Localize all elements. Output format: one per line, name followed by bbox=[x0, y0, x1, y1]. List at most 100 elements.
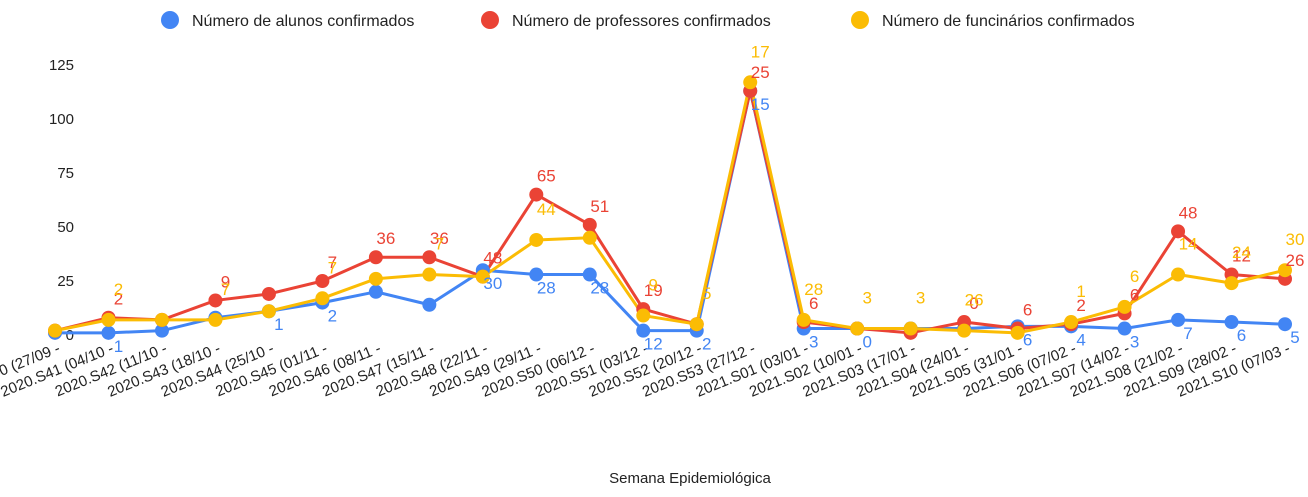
data-label: 0 bbox=[862, 333, 871, 352]
data-label: 30 bbox=[483, 274, 502, 293]
legend-marker bbox=[481, 11, 499, 29]
data-label: 17 bbox=[751, 42, 770, 61]
data-label: 5 bbox=[702, 284, 711, 303]
point bbox=[1010, 325, 1025, 340]
data-label: 48 bbox=[483, 249, 502, 268]
point bbox=[1171, 267, 1186, 282]
data-label: 6 bbox=[1130, 267, 1139, 286]
data-label: 26 bbox=[1286, 251, 1305, 270]
point bbox=[743, 75, 758, 90]
point bbox=[101, 325, 116, 340]
legend-label: Número de alunos confirmados bbox=[192, 13, 414, 30]
data-label: 6 bbox=[1237, 326, 1246, 345]
point bbox=[208, 312, 223, 327]
point bbox=[1171, 312, 1186, 327]
data-label: 28 bbox=[590, 279, 609, 298]
point bbox=[1224, 315, 1239, 330]
point bbox=[850, 321, 865, 336]
point bbox=[582, 217, 597, 232]
point bbox=[796, 312, 811, 327]
x-axis-title: Semana Epidemiológica bbox=[609, 470, 771, 487]
data-label: 44 bbox=[537, 200, 556, 219]
data-label: 6 bbox=[1130, 285, 1139, 304]
series-line bbox=[54, 80, 1286, 335]
y-tick-label: 50 bbox=[57, 219, 74, 236]
point bbox=[529, 232, 544, 247]
y-tick-label: 25 bbox=[57, 273, 74, 290]
data-label: 6 bbox=[1023, 330, 1032, 349]
point bbox=[529, 267, 544, 282]
data-label: 26 bbox=[965, 291, 984, 310]
legend-label: Número de professores confirmados bbox=[512, 13, 771, 30]
y-tick-label: 0 bbox=[66, 327, 74, 344]
point bbox=[368, 250, 383, 265]
data-label: 7 bbox=[221, 280, 230, 299]
data-label: 48 bbox=[1179, 203, 1198, 222]
data-label: 0 bbox=[969, 294, 978, 313]
data-label: 30 bbox=[1286, 230, 1305, 249]
data-label: 1 bbox=[274, 315, 283, 334]
point bbox=[1171, 224, 1186, 239]
data-label: 7 bbox=[1183, 324, 1192, 343]
data-label: 6 bbox=[809, 294, 818, 313]
point bbox=[154, 312, 169, 327]
point bbox=[368, 271, 383, 286]
data-label: 2 bbox=[1076, 296, 1085, 315]
data-label: 3 bbox=[1130, 333, 1139, 352]
point bbox=[261, 286, 276, 301]
data-label: 3 bbox=[809, 333, 818, 352]
data-label: 5 bbox=[1290, 328, 1299, 347]
point bbox=[689, 317, 704, 332]
y-tick-label: 100 bbox=[49, 111, 74, 128]
data-label: 24 bbox=[1232, 243, 1251, 262]
point bbox=[422, 250, 437, 265]
data-label: 15 bbox=[751, 95, 770, 114]
point bbox=[154, 323, 169, 338]
data-label: 9 bbox=[221, 272, 230, 291]
legend-label: Número de funcinários confirmados bbox=[882, 13, 1135, 30]
point bbox=[422, 267, 437, 282]
data-label: 3 bbox=[916, 289, 925, 308]
point bbox=[582, 230, 597, 245]
data-label: 28 bbox=[537, 279, 556, 298]
data-label: 2 bbox=[114, 280, 123, 299]
point bbox=[903, 321, 918, 336]
series-line bbox=[54, 89, 1286, 335]
point bbox=[1117, 299, 1132, 314]
y-tick-label: 75 bbox=[57, 165, 74, 182]
data-label: 7 bbox=[328, 253, 337, 272]
data-label: 2 bbox=[702, 335, 711, 354]
point bbox=[636, 323, 651, 338]
point bbox=[1278, 263, 1292, 278]
data-label: 12 bbox=[1232, 247, 1251, 266]
point bbox=[957, 323, 972, 338]
point bbox=[48, 323, 62, 338]
data-label: 36 bbox=[430, 229, 449, 248]
data-label: 7 bbox=[328, 258, 337, 277]
data-label: 36 bbox=[376, 229, 395, 248]
data-label: 2 bbox=[114, 290, 123, 309]
point bbox=[636, 308, 651, 323]
data-label: 1 bbox=[1076, 282, 1085, 301]
point bbox=[529, 187, 544, 202]
point bbox=[315, 274, 330, 288]
data-label: 9 bbox=[649, 276, 658, 295]
data-label: 7 bbox=[435, 235, 444, 254]
data-label: 6 bbox=[1023, 301, 1032, 320]
point bbox=[1064, 315, 1079, 330]
data-label: 25 bbox=[751, 63, 770, 82]
point bbox=[1278, 317, 1292, 332]
data-label: 28 bbox=[804, 280, 823, 299]
point bbox=[101, 312, 116, 327]
legend-marker bbox=[161, 11, 179, 29]
point bbox=[475, 269, 490, 284]
data-label: 12 bbox=[644, 335, 663, 354]
data-label: 51 bbox=[590, 197, 609, 216]
data-label: 3 bbox=[862, 289, 871, 308]
point bbox=[1224, 276, 1239, 291]
point bbox=[208, 293, 223, 308]
point bbox=[422, 297, 437, 312]
legend-marker bbox=[851, 11, 869, 29]
data-label: 14 bbox=[1179, 235, 1198, 254]
